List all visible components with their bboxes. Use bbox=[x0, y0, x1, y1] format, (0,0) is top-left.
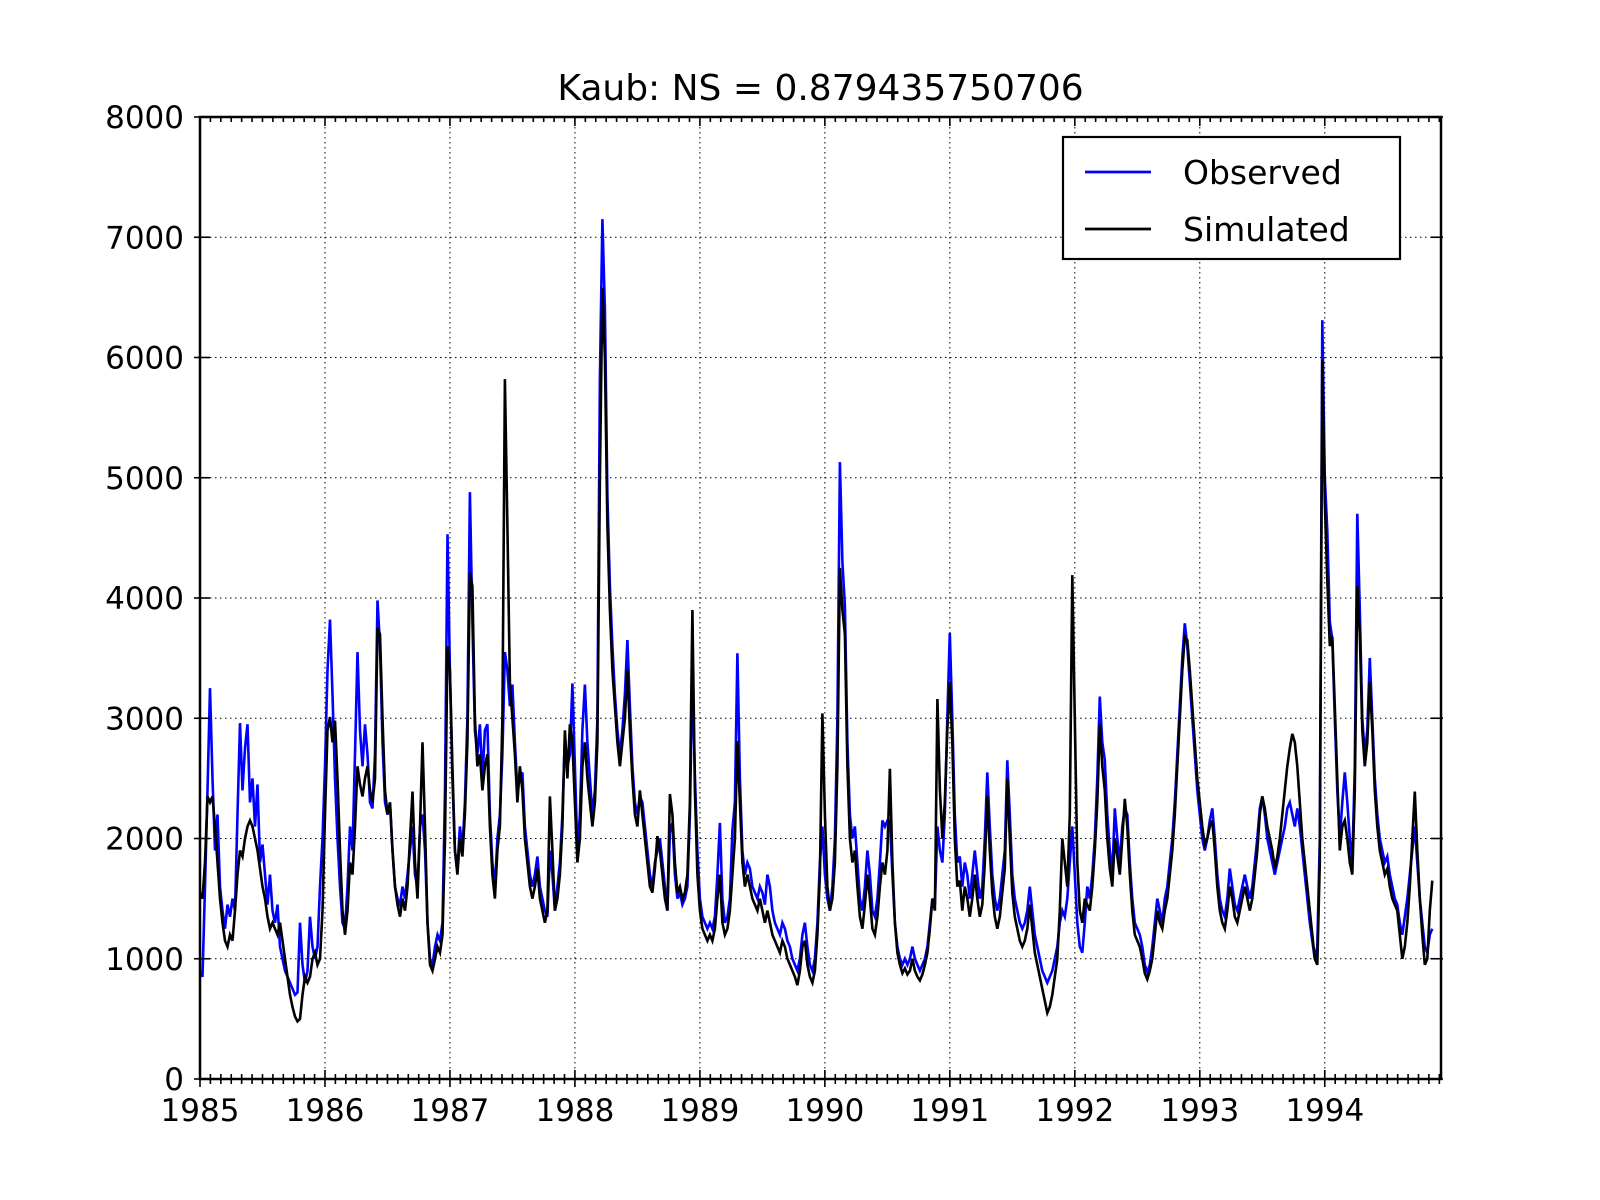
y-tick-label: 8000 bbox=[105, 100, 184, 136]
y-tick-label: 5000 bbox=[105, 461, 184, 497]
x-tick-label: 1988 bbox=[535, 1093, 614, 1129]
x-tick-label: 1992 bbox=[1035, 1093, 1114, 1129]
legend-label-simulated: Simulated bbox=[1183, 210, 1350, 249]
x-tick-label: 1989 bbox=[660, 1093, 739, 1129]
chart-title: Kaub: NS = 0.879435750706 bbox=[557, 68, 1084, 109]
x-tick-label: 1993 bbox=[1160, 1093, 1239, 1129]
y-tick-label: 2000 bbox=[105, 822, 184, 858]
x-tick-label: 1994 bbox=[1285, 1093, 1364, 1129]
y-tick-label: 6000 bbox=[105, 341, 184, 377]
legend-box bbox=[1061, 135, 1402, 261]
y-tick-label: 4000 bbox=[105, 581, 184, 617]
x-tick-label: 1991 bbox=[910, 1093, 989, 1129]
x-tick-label: 1990 bbox=[785, 1093, 864, 1129]
y-tick-label: 0 bbox=[164, 1062, 184, 1098]
y-tick-label: 7000 bbox=[105, 220, 184, 256]
legend-label-observed: Observed bbox=[1183, 153, 1342, 192]
x-tick-label: 1986 bbox=[286, 1093, 365, 1129]
y-tick-label: 3000 bbox=[105, 701, 184, 737]
y-tick-label: 1000 bbox=[105, 942, 184, 978]
x-tick-label: 1987 bbox=[410, 1093, 489, 1129]
series-simulated bbox=[200, 287, 1434, 1024]
x-tick-label: 1985 bbox=[161, 1093, 240, 1129]
